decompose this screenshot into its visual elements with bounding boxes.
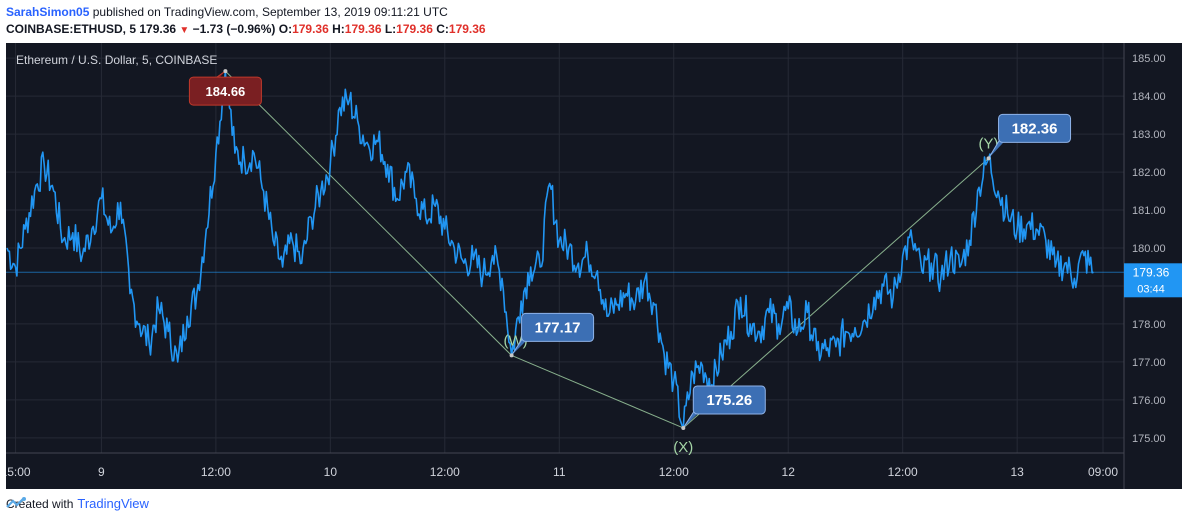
- price-change: −1.73 (−0.96%): [192, 22, 276, 36]
- published-text: published on TradingView.com, September …: [92, 5, 448, 19]
- price-series-line: [6, 70, 1094, 429]
- callout-anchor: [223, 69, 228, 74]
- low-label: L:: [384, 22, 397, 36]
- callout-anchor: [986, 156, 991, 161]
- chart-title: Ethereum / U.S. Dollar, 5, COINBASE: [16, 53, 218, 67]
- countdown-label: 03:44: [1137, 283, 1165, 295]
- symbol-line: COINBASE:ETHUSD, 5 179.36 ▼ −1.73 (−0.96…: [6, 22, 486, 36]
- y-tick-label: 181.00: [1132, 205, 1166, 217]
- y-tick-label: 184.00: [1132, 91, 1166, 103]
- tradingview-logo-icon: [6, 497, 26, 508]
- callout-label: 184.66: [206, 84, 246, 99]
- tradingview-brand[interactable]: TradingView: [77, 496, 149, 511]
- chart-panel[interactable]: 185.00 184.00 183.00 182.00 181.00 180.00 179.…: [6, 43, 1182, 489]
- callout-label: 182.36: [1012, 120, 1058, 137]
- callout-anchor: [509, 353, 514, 358]
- y-tick-label: 183.00: [1132, 129, 1166, 141]
- last-price: 179.36: [139, 22, 177, 36]
- current-price-tag: [1124, 263, 1182, 298]
- trend-line: [682, 158, 989, 429]
- y-tick-label: 182.00: [1132, 167, 1166, 179]
- wave-label: (Y): [979, 135, 999, 152]
- x-tick-label: 12: [782, 465, 796, 479]
- callout-box: [692, 385, 766, 415]
- callout-label: 177.17: [535, 319, 581, 336]
- wave-label: (X): [673, 439, 693, 456]
- published-line: SarahSimon05 published on TradingView.co…: [6, 5, 448, 19]
- down-triangle-icon: ▼: [179, 25, 190, 36]
- price-chart[interactable]: 185.00 184.00 183.00 182.00 181.00 180.00 179.…: [6, 43, 1182, 489]
- x-tick-label: 12:00: [659, 465, 689, 479]
- trend-line: [225, 70, 512, 356]
- callout-label: 175.26: [706, 392, 752, 409]
- current-price-label: 179.36: [1133, 265, 1170, 279]
- trend-line: [511, 354, 684, 429]
- callout-anchor: [681, 425, 686, 430]
- x-tick-label: 11: [553, 465, 566, 479]
- open-label: O:: [278, 22, 293, 36]
- y-tick-label: 175.00: [1132, 433, 1166, 445]
- y-tick-label: 180.00: [1132, 243, 1166, 255]
- symbol-label: COINBASE:ETHUSD, 5: [6, 22, 137, 36]
- y-tick-label: 176.00: [1132, 395, 1166, 407]
- close-value: 179.36: [448, 22, 486, 36]
- x-tick-label: 15:00: [6, 465, 31, 479]
- x-tick-label: 12:00: [888, 465, 918, 479]
- x-tick-label: 12:00: [430, 465, 460, 479]
- high-label: H:: [332, 22, 345, 36]
- low-value: 179.36: [396, 22, 433, 36]
- y-tick-label: 185.00: [1132, 53, 1166, 65]
- y-tick-label: 178.00: [1132, 319, 1166, 331]
- x-tick-label: 10: [324, 465, 338, 479]
- x-tick-label: 9: [98, 465, 105, 479]
- x-tick-label: 09:00: [1088, 465, 1118, 479]
- callout-box: [521, 312, 595, 342]
- x-tick-label: 13: [1010, 465, 1024, 479]
- author-link[interactable]: SarahSimon05: [6, 5, 90, 19]
- footer: Created with TradingView: [6, 496, 149, 511]
- open-value: 179.36: [292, 22, 329, 36]
- high-value: 179.36: [344, 22, 382, 36]
- y-tick-label: 177.00: [1132, 357, 1166, 369]
- callout-box: [998, 113, 1072, 143]
- callout-box: [188, 76, 262, 106]
- close-label: C:: [436, 22, 449, 36]
- x-tick-label: 12:00: [201, 465, 231, 479]
